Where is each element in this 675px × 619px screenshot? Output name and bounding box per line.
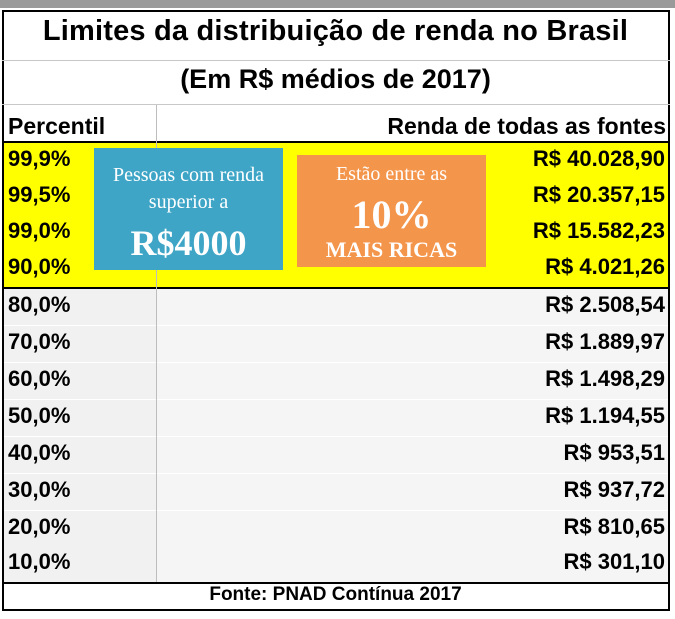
row-fill (157, 363, 668, 399)
income-cell: R$ 15.582,23 (532, 218, 665, 243)
section-divider (2, 287, 670, 289)
percentile-cell: 80,0% (8, 292, 71, 317)
income-cell: R$ 937,72 (563, 477, 665, 502)
table-row: 50,0% R$ 1.194,55 (4, 400, 668, 436)
table-subtitle: (Em R$ médios de 2017) (180, 64, 491, 94)
table-title: Limites da distribuição de renda no Bras… (42, 15, 629, 47)
callout-text: superior a (148, 191, 229, 213)
income-cell: R$ 301,10 (563, 549, 665, 574)
income-cell: R$ 40.028,90 (532, 146, 665, 171)
callout-top-ten-percent: Estão entre as 10% MAIS RICAS (297, 155, 486, 267)
income-cell: R$ 953,51 (563, 440, 665, 465)
divider (2, 60, 670, 61)
income-cell: R$ 810,65 (563, 514, 665, 539)
percentile-cell: 50,0% (8, 403, 71, 428)
row-fill (157, 326, 668, 362)
callout-income-threshold: Pessoas com renda superior a R$4000 (94, 148, 283, 270)
income-cell: R$ 1.498,29 (545, 366, 665, 391)
income-cell: R$ 20.357,15 (532, 182, 665, 207)
table-row: 60,0% R$ 1.498,29 (4, 363, 668, 399)
income-cell: R$ 1.889,97 (545, 329, 665, 354)
callout-text: Estão entre as (335, 163, 448, 185)
percentile-cell: 10,0% (8, 549, 71, 574)
percentile-cell: 60,0% (8, 366, 71, 391)
row-fill (157, 400, 668, 436)
top-gray-bar (0, 0, 675, 8)
income-cell: R$ 2.508,54 (545, 292, 665, 317)
callout-text: MAIS RICAS (325, 237, 458, 262)
table-row: 70,0% R$ 1.889,97 (4, 326, 668, 362)
percentile-cell: 90,0% (8, 254, 71, 279)
row-fill (157, 474, 668, 510)
row-fill (157, 437, 668, 473)
income-cell: R$ 4.021,26 (545, 254, 665, 279)
header-income: Renda de todas as fontes (387, 113, 666, 139)
percentile-cell: 40,0% (8, 440, 71, 465)
percentile-cell: 99,0% (8, 218, 71, 243)
footer-divider (2, 582, 670, 584)
header-divider (2, 141, 670, 143)
source-footer: Fonte: PNAD Contínua 2017 (209, 584, 462, 605)
row-fill (157, 289, 668, 325)
row-fill (157, 546, 668, 582)
header-percentile: Percentil (8, 113, 106, 139)
row-fill (157, 511, 668, 547)
table-row: 80,0% R$ 2.508,54 (4, 289, 668, 325)
percentile-cell: 99,9% (8, 146, 71, 171)
table-row: 20,0% R$ 810,65 (4, 511, 668, 547)
table-row: 10,0% R$ 301,10 (4, 546, 668, 582)
income-cell: R$ 1.194,55 (545, 403, 665, 428)
table-row: 30,0% R$ 937,72 (4, 474, 668, 510)
percentile-cell: 20,0% (8, 514, 71, 539)
percentile-cell: 30,0% (8, 477, 71, 502)
callout-percentage: 10% (351, 192, 432, 237)
table-row: 40,0% R$ 953,51 (4, 437, 668, 473)
percentile-cell: 99,5% (8, 182, 71, 207)
divider (2, 104, 670, 105)
column-divider (156, 105, 157, 584)
callout-text: Pessoas com renda (112, 164, 265, 186)
callout-amount: R$4000 (130, 223, 247, 263)
percentile-cell: 70,0% (8, 329, 71, 354)
